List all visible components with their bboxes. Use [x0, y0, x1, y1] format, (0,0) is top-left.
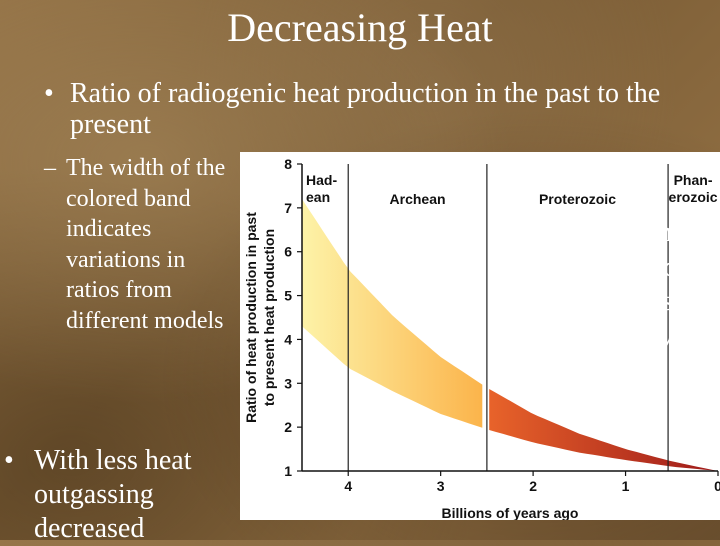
x-tick-label: 4	[344, 478, 352, 494]
x-tick-label: 0	[714, 478, 720, 494]
x-tick-label: 2	[529, 478, 537, 494]
x-tick-label: 1	[622, 478, 630, 494]
y-tick-label: 4	[284, 331, 292, 347]
bullet-marker: •	[44, 78, 54, 109]
outgassing-bullet-text: With less heat outgassing decreased	[34, 445, 192, 544]
heat-band-early	[302, 199, 483, 428]
y-tick-label: 3	[284, 375, 292, 391]
bullet-marker: •	[463, 217, 473, 248]
y-tick-label: 7	[284, 200, 292, 216]
x-axis-label: Billions of years ago	[442, 505, 579, 520]
outgassing-bullet: • With less heat outgassing decreased	[4, 444, 244, 546]
sub-bullet-text: The width of the colored band indicates …	[66, 155, 226, 334]
y-axis-label: Ratio of heat production in past	[243, 212, 259, 423]
y-tick-label: 1	[284, 463, 292, 479]
eon-label: Archean	[390, 191, 446, 207]
x-tick-label: 3	[437, 478, 445, 494]
main-bullet: • Ratio of radiogenic heat production in…	[44, 78, 684, 140]
eon-label: ean	[306, 189, 330, 205]
slide-title: Decreasing Heat	[227, 5, 493, 50]
heat-production-bullet-text: Heat production 4 billion years ago was …	[491, 217, 704, 352]
eon-label: Proterozoic	[539, 191, 616, 207]
heat-band-late	[489, 389, 718, 471]
y-tick-label: 6	[284, 244, 292, 260]
eon-label: Phan-	[674, 172, 713, 188]
chart-svg: Had-ean Archean Proterozoic Phan-erozoic 1 2 3…	[243, 156, 720, 520]
dash-marker: –	[44, 155, 56, 181]
eon-label: Had-	[306, 172, 337, 188]
y-tick-label: 8	[284, 156, 292, 172]
heat-production-bullet: • Heat production 4 billion years ago wa…	[463, 216, 713, 354]
bullet-marker: •	[4, 445, 14, 476]
eon-label: erozoic	[669, 189, 718, 205]
sub-bullet: – The width of the colored band indicate…	[44, 153, 234, 336]
y-tick-label: 5	[284, 288, 292, 304]
y-tick-label: 2	[284, 419, 292, 435]
y-axis-label: to present heat production	[261, 229, 277, 406]
heat-ratio-chart: Had-ean Archean Proterozoic Phan-erozoic 1 2 3…	[240, 152, 720, 520]
main-bullet-text: Ratio of radiogenic heat production in t…	[70, 78, 661, 140]
